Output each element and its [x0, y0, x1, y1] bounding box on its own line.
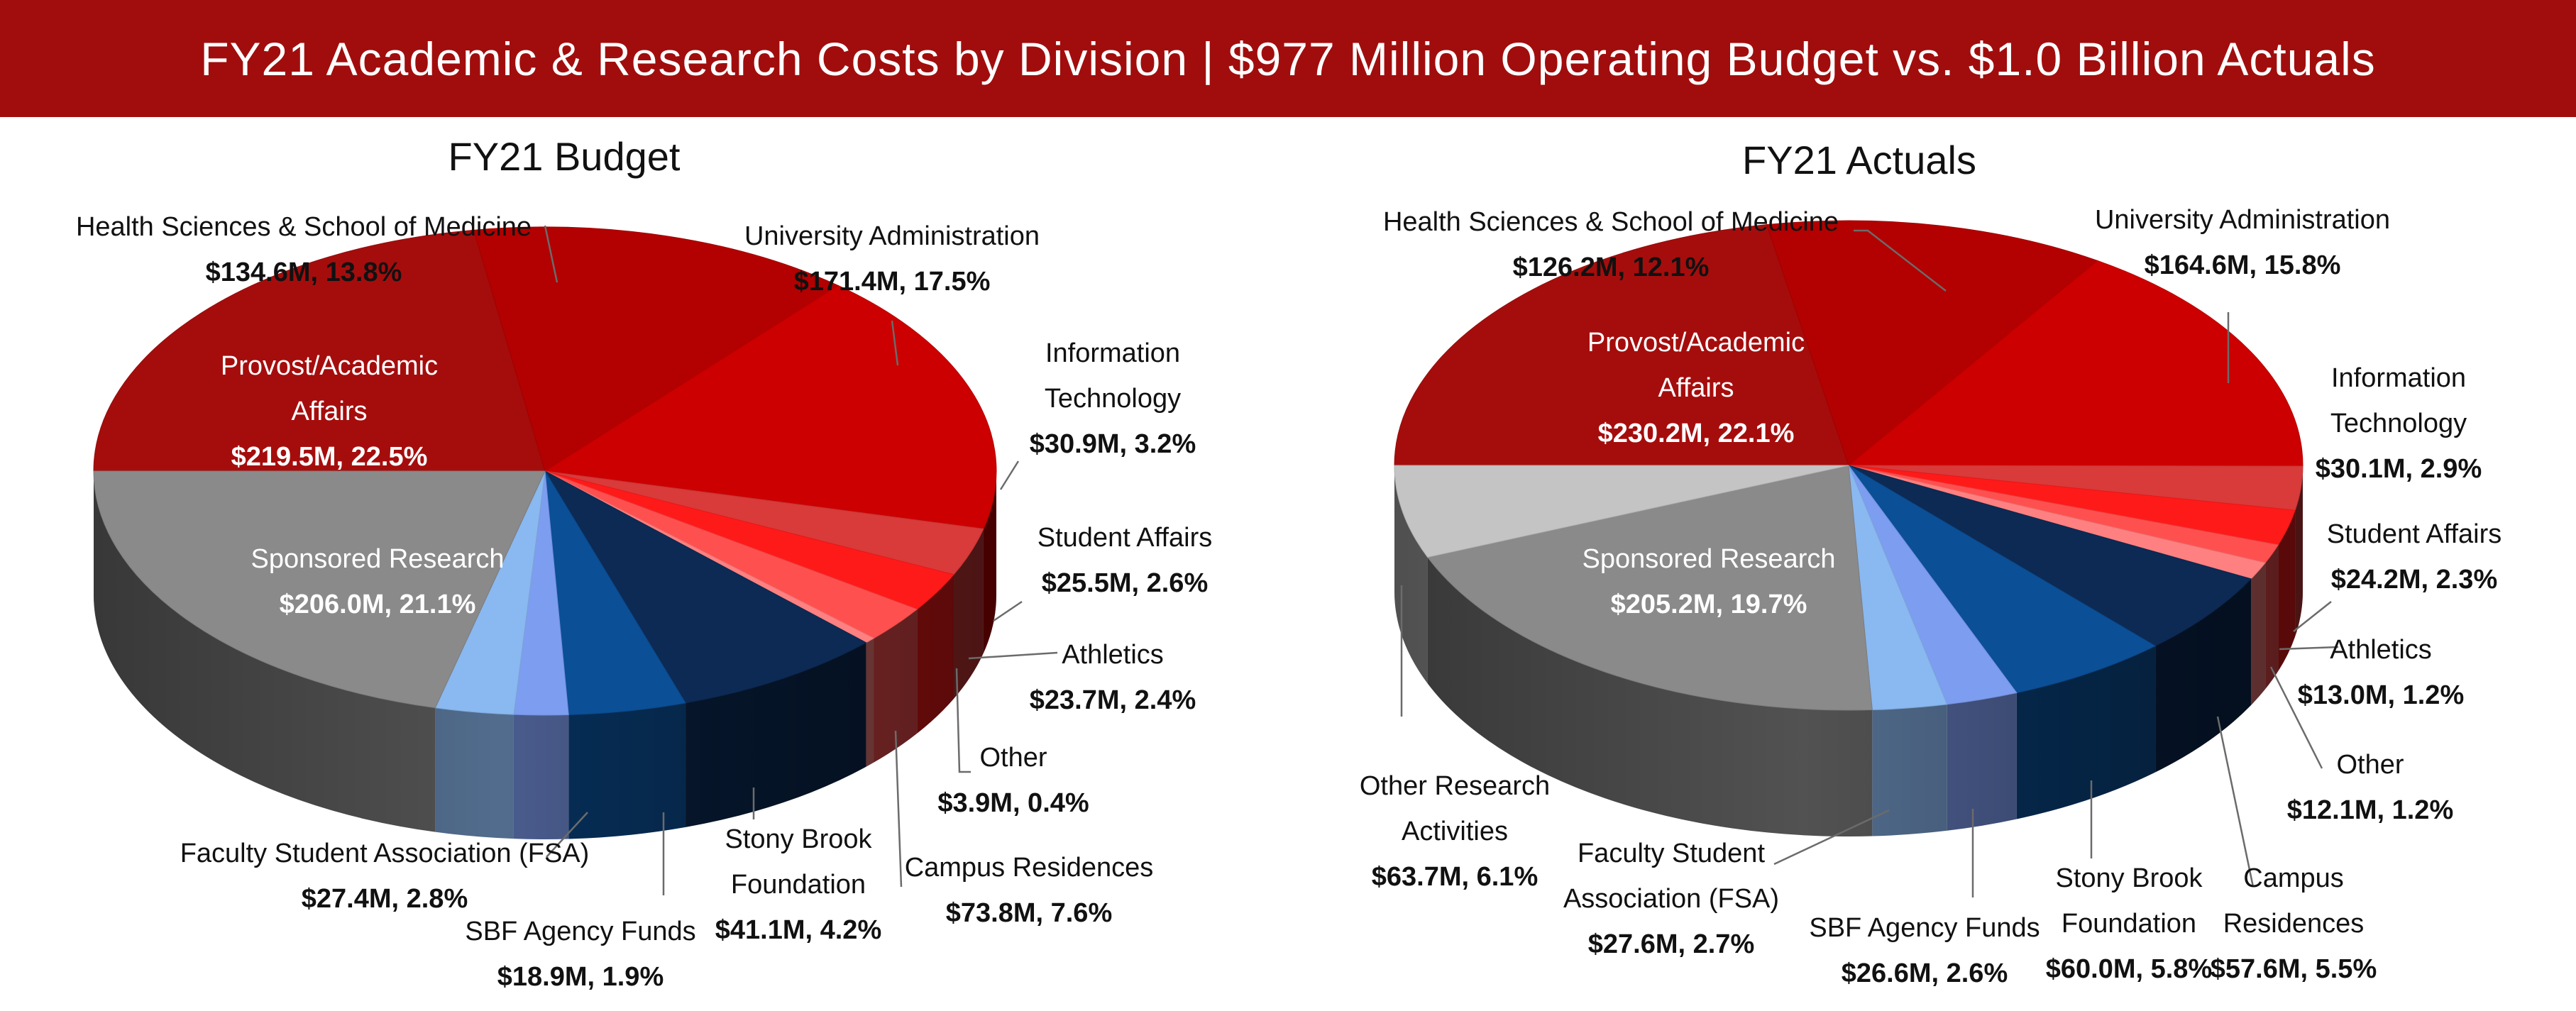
chart-title: FY21 Budget — [448, 134, 681, 179]
label-university-administration: University Administration $164.6M, 15.8% — [2095, 205, 2390, 280]
label-athletics: Athletics $23.7M, 2.4% — [1030, 640, 1196, 715]
leader-line-university-administration — [891, 320, 899, 366]
pie-labels: Provost/Academic Affairs $219.5M, 22.5% Hea… — [76, 212, 1212, 992]
label-student-affairs: Student Affairs $24.2M, 2.3% — [2327, 519, 2501, 595]
pie-slice-health-sciences-school-of-medicine — [1766, 220, 2098, 466]
pie-slice-health-sciences-school-of-medicine — [473, 226, 840, 472]
value-label-faculty-student-association-fsa: $27.6M, 2.7% — [1588, 929, 1754, 959]
value-label-athletics: $23.7M, 2.4% — [1030, 685, 1196, 715]
label-health-sciences-school-of-medicine: Health Sciences & School of Medicine $126… — [1383, 207, 1839, 282]
label-information-technology: Information Technology $30.1M, 2.9% — [2316, 363, 2482, 484]
pie-side-walls — [1394, 465, 2303, 836]
value-label-sponsored-research: $206.0M, 21.1% — [280, 590, 476, 619]
label-campus-residences: Campus Residences $57.6M, 5.5% — [2211, 863, 2377, 984]
value-label-university-administration: $171.4M, 17.5% — [794, 267, 991, 297]
label-provost-academic-affairs: Provost/Academic Affairs $230.2M, 22.1% — [1587, 328, 1805, 448]
pie-slice-stony-brook-foundation — [1848, 465, 2157, 694]
leader-line-health-sciences-school-of-medicine — [1854, 229, 1947, 292]
value-label-campus-residences: $57.6M, 5.5% — [2211, 954, 2377, 984]
pie-slice-other-research-activities — [1394, 465, 1849, 558]
leader-line-health-sciences-school-of-medicine — [544, 225, 558, 283]
leader-line-faculty-student-association-fsa — [1773, 809, 1890, 866]
value-label-provost-academic-affairs: $219.5M, 22.5% — [231, 442, 428, 472]
value-label-student-affairs: $24.2M, 2.3% — [2331, 565, 2497, 595]
value-label-sbf-agency-funds: $26.6M, 2.6% — [1842, 958, 2008, 988]
label-university-administration: University Administration $171.4M, 17.5% — [744, 221, 1040, 297]
leader-line-other — [955, 668, 971, 773]
pie-slice-stony-brook-foundation — [544, 470, 686, 716]
label-stony-brook-foundation: Stony Brook Foundation $60.0M, 5.8% — [2046, 863, 2212, 984]
label-campus-residences: Campus Residences $73.8M, 7.6% — [905, 853, 1154, 928]
pie-top-slices — [1394, 220, 2303, 711]
value-label-university-administration: $164.6M, 15.8% — [2145, 250, 2341, 280]
label-provost-academic-affairs: Provost/Academic Affairs $219.5M, 22.5% — [221, 351, 438, 472]
label-information-technology: Information Technology $30.9M, 3.2% — [1030, 338, 1196, 459]
value-label-stony-brook-foundation: $41.1M, 4.2% — [715, 915, 881, 945]
label-other: Other $3.9M, 0.4% — [937, 743, 1089, 818]
pie-slice-campus-residences — [1848, 465, 2252, 647]
value-label-faculty-student-association-fsa: $27.4M, 2.8% — [302, 884, 468, 914]
pie-slice-provost-academic-affairs — [93, 229, 546, 472]
label-student-affairs: Student Affairs $25.5M, 2.6% — [1037, 523, 1212, 598]
pie-side-walls — [94, 471, 996, 839]
label-other-research-activities: Other Research Activities $63.7M, 6.1% — [1360, 771, 1550, 892]
leader-line-faculty-student-association-fsa — [546, 812, 588, 858]
value-label-stony-brook-foundation: $60.0M, 5.8% — [2046, 954, 2212, 984]
actuals-pie-chart: FY21 Actuals Provost/Academic Affairs $230.… — [1360, 138, 2501, 988]
pie-top-slices — [93, 226, 997, 716]
page-banner-title: FY21 Academic & Research Costs by Divisi… — [0, 0, 2576, 117]
leader-line-student-affairs — [2293, 601, 2332, 632]
value-label-athletics: $13.0M, 1.2% — [2298, 680, 2464, 710]
label-faculty-student-association-fsa: Faculty Student Association (FSA) $27.4M,… — [180, 839, 590, 914]
leader-line-student-affairs — [993, 600, 1023, 622]
leader-line-campus-residences — [894, 730, 903, 888]
value-label-information-technology: $30.1M, 2.9% — [2316, 454, 2482, 484]
pie-slice-campus-residences — [544, 470, 867, 704]
value-label-health-sciences-school-of-medicine: $126.2M, 12.1% — [1513, 253, 1710, 282]
value-label-other: $12.1M, 1.2% — [2287, 795, 2453, 825]
value-label-campus-residences: $73.8M, 7.6% — [946, 898, 1112, 928]
leader-line-other — [2269, 666, 2323, 769]
value-label-other-research-activities: $63.7M, 6.1% — [1372, 862, 1538, 892]
pie-slice-university-administration — [544, 284, 997, 529]
budget-pie-chart: FY21 Budget Provost/Academic Affairs $219.5… — [76, 134, 1212, 992]
pie-side-shading — [94, 471, 996, 839]
value-label-health-sciences-school-of-medicine: $134.6M, 13.8% — [206, 258, 402, 287]
leader-line-campus-residences — [2216, 716, 2255, 888]
value-label-sponsored-research: $205.2M, 19.7% — [1611, 590, 1807, 619]
pie-slice-sponsored-research — [93, 470, 546, 709]
label-sbf-agency-funds: SBF Agency Funds $26.6M, 2.6% — [1809, 913, 2040, 988]
value-label-student-affairs: $25.5M, 2.6% — [1042, 568, 1208, 598]
pie-slice-sponsored-research — [1426, 465, 1873, 711]
pie-slice-provost-academic-affairs — [1394, 224, 1849, 466]
label-sponsored-research: Sponsored Research $206.0M, 21.1% — [251, 544, 505, 619]
leader-line-athletics — [2279, 646, 2339, 651]
label-athletics: Athletics $13.0M, 1.2% — [2298, 635, 2464, 710]
label-faculty-student-association-fsa: Faculty Student Association (FSA) $27.6M, … — [1563, 839, 1779, 959]
leader-line-athletics — [968, 651, 1058, 660]
value-label-provost-academic-affairs: $230.2M, 22.1% — [1598, 419, 1795, 448]
chart-title: FY21 Actuals — [1742, 138, 1976, 182]
label-other: Other $12.1M, 1.2% — [2287, 750, 2453, 825]
label-sbf-agency-funds: SBF Agency Funds $18.9M, 1.9% — [465, 917, 695, 992]
value-label-information-technology: $30.9M, 3.2% — [1030, 429, 1196, 459]
value-label-other: $3.9M, 0.4% — [937, 788, 1089, 818]
pie-side-shading — [1394, 465, 2303, 836]
label-health-sciences-school-of-medicine: Health Sciences & School of Medicine $134… — [76, 212, 532, 287]
label-stony-brook-foundation: Stony Brook Foundation $41.1M, 4.2% — [715, 824, 881, 945]
label-sponsored-research: Sponsored Research $205.2M, 19.7% — [1583, 544, 1836, 619]
pie-labels: Provost/Academic Affairs $230.2M, 22.1% Hea… — [1360, 205, 2501, 988]
leader-line-information-technology — [999, 460, 1020, 490]
value-label-sbf-agency-funds: $18.9M, 1.9% — [497, 962, 664, 992]
pie-slice-university-administration — [1847, 260, 2303, 467]
